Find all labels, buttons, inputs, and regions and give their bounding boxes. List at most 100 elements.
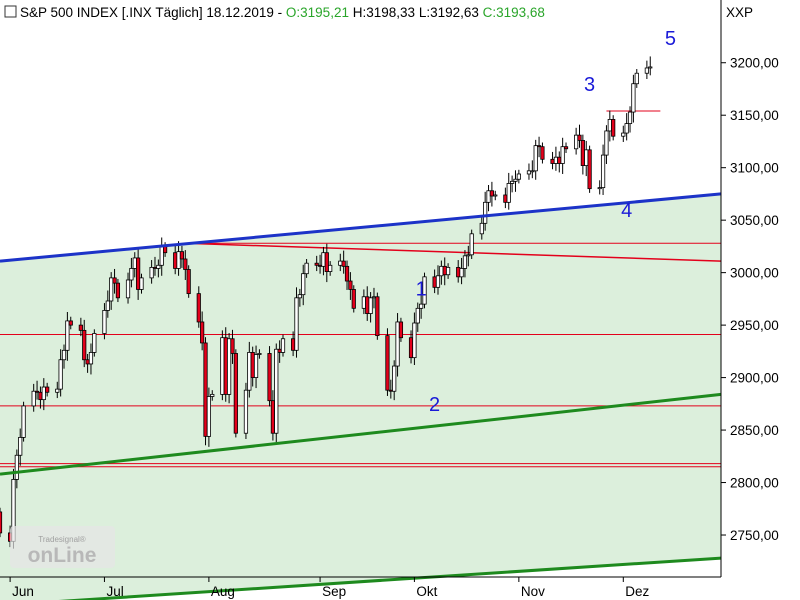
candle-body [102, 310, 107, 334]
candle-body [250, 352, 255, 378]
candle [200, 311, 205, 351]
candle [55, 381, 60, 399]
candle [139, 273, 144, 294]
candle-body [442, 265, 447, 276]
candle [220, 330, 225, 401]
wave-labels: 1 2 3 4 5 [416, 28, 676, 416]
candle-body [0, 511, 3, 534]
candle [82, 319, 87, 368]
symbol-label: XXP [726, 5, 753, 20]
candle [34, 380, 40, 400]
candle-body [159, 245, 164, 266]
candle-body [301, 273, 306, 296]
candle [510, 175, 515, 193]
candle-body [557, 156, 562, 164]
y-tick-label: 3200,00 [730, 56, 779, 71]
upper-channel-line [0, 192, 722, 263]
candle [526, 163, 532, 180]
candle [419, 295, 424, 319]
y-tick-label: 3000,00 [730, 266, 779, 281]
candle [136, 249, 141, 300]
candle-body [280, 338, 286, 353]
candle-body [398, 321, 404, 339]
candle [533, 139, 538, 180]
candle-body [274, 348, 279, 434]
candle-body [600, 154, 606, 189]
candle [604, 125, 609, 165]
candle [621, 125, 626, 142]
candle [65, 311, 70, 361]
candle-body [317, 264, 323, 267]
candle [280, 334, 286, 357]
candle-body [469, 233, 474, 256]
candle-body [233, 353, 238, 434]
candle-body [230, 338, 235, 354]
candle-body [631, 83, 636, 113]
candle [536, 136, 542, 158]
candle-body [648, 66, 653, 69]
candle-body [105, 300, 110, 311]
candle [445, 263, 451, 279]
candle-body [82, 329, 87, 361]
x-axis: Jun Jul Aug Sep Okt Nov Dez [9, 577, 650, 599]
logo-main: onLine [28, 544, 97, 567]
candle-body [156, 264, 161, 269]
candle [513, 170, 518, 192]
candle-body [186, 269, 191, 295]
candle-body [109, 277, 114, 302]
header-open: O:3195,21 [286, 5, 349, 20]
candle-body [68, 320, 73, 326]
y-tick-label: 3100,00 [730, 161, 779, 176]
candle-body [456, 266, 461, 278]
candle [530, 160, 535, 179]
candle [503, 187, 508, 209]
candle [274, 343, 279, 443]
candle [550, 151, 555, 170]
candle [469, 229, 474, 259]
candle [233, 349, 238, 438]
candle-body [176, 251, 181, 269]
window-checkbox-icon[interactable] [4, 5, 17, 18]
candle-body [526, 170, 532, 175]
candle [375, 292, 380, 340]
x-tick-label: Okt [416, 584, 437, 599]
trend-lines [0, 192, 722, 600]
candle [257, 349, 262, 359]
candle-body [149, 266, 154, 279]
candle-body [395, 321, 400, 367]
candle-body [344, 265, 350, 282]
candle [489, 181, 494, 207]
candle-body [415, 307, 420, 324]
candle-body [553, 156, 559, 164]
candle [462, 250, 468, 278]
header-close: C:3193,68 [483, 5, 545, 20]
candle [179, 245, 185, 268]
candle-body [253, 354, 259, 378]
candle-body [38, 391, 43, 401]
candle-body [247, 352, 252, 391]
candle-body [510, 180, 515, 184]
candle-body [31, 390, 36, 407]
candle [301, 264, 306, 306]
candle-body [304, 262, 309, 275]
candle [41, 378, 46, 411]
candle-body [466, 254, 471, 257]
candle-body [223, 337, 228, 395]
candle-body [597, 187, 602, 190]
candle [412, 312, 417, 365]
candle-body [338, 260, 343, 266]
y-tick-label: 2750,00 [730, 528, 779, 543]
candle-body [243, 389, 249, 434]
y-tick-label: 2800,00 [730, 476, 779, 491]
candle-body [348, 280, 353, 290]
header-bar [0, 0, 800, 26]
candle-body [412, 322, 417, 359]
candle [395, 313, 400, 377]
candle [415, 302, 420, 332]
candle [109, 272, 114, 310]
candle [344, 260, 350, 290]
header-text: S&P 500 INDEX [.INX Täglich] 18.12.2019 … [20, 5, 545, 20]
candle-body [479, 222, 484, 235]
candle-body [294, 297, 299, 351]
